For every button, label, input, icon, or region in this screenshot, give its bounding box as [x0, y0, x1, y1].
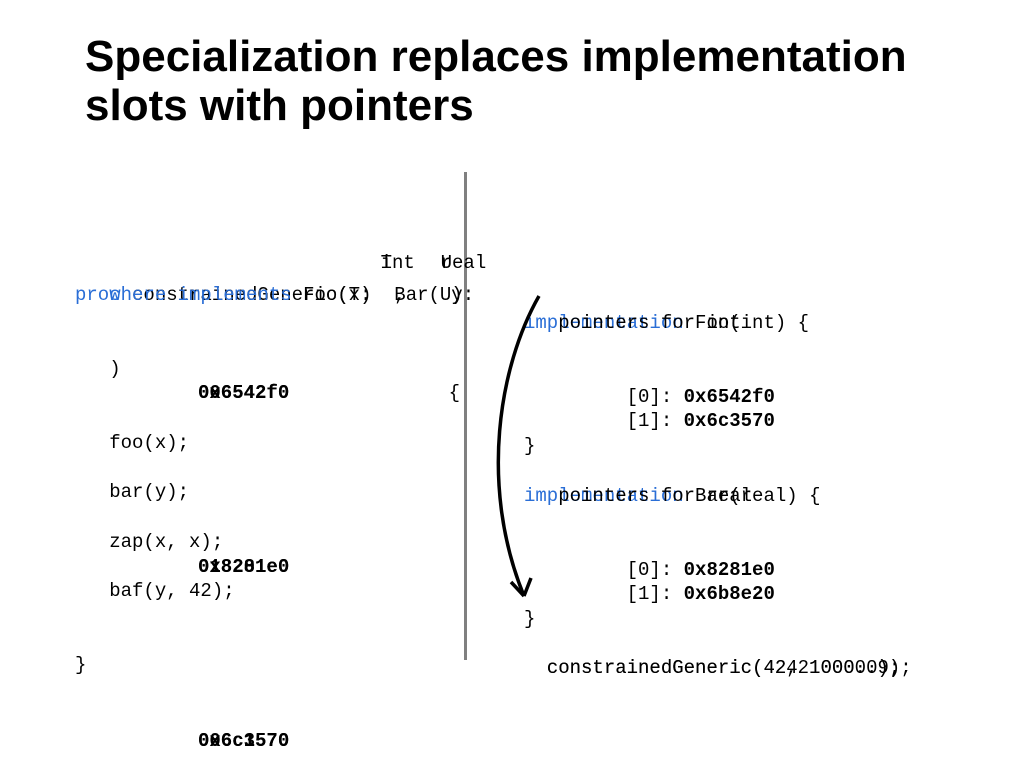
- r-bar-b: pointers for real: [558, 485, 752, 507]
- sig-tail: ): [75, 358, 121, 380]
- r-hex-bar-1: 0x6b8e20: [684, 583, 775, 605]
- body-close: }: [75, 654, 86, 676]
- left-code-column: proc constrainedGeneric(x: , y: where im…: [75, 258, 460, 678]
- r-close-foo: }: [524, 435, 535, 457]
- right-code-column: implementation Foo(int) { pointers for i…: [524, 286, 984, 730]
- hex3-b: 0x6c3570: [198, 729, 289, 754]
- r-close-bar: }: [524, 608, 535, 630]
- vertical-divider: [464, 172, 467, 660]
- r-hex-bar-0: 0x8281e0: [684, 559, 775, 581]
- hex-line-1: 006542f0 0x6542f0: [198, 381, 266, 406]
- r-slot1-foo: [1]:: [524, 410, 684, 432]
- r-slot0-bar: [0]:: [524, 559, 684, 581]
- hex-line-3: 006c1570 0x6c3570: [198, 729, 266, 754]
- sig-bar: Bar(U): [394, 284, 462, 306]
- r-slot0-foo: [0]:: [524, 386, 684, 408]
- where-keyword: where implements: [109, 284, 291, 306]
- hex2-b: 0x8281e0: [198, 555, 289, 580]
- hex1-b: 0x6542f0: [198, 381, 289, 406]
- hex-line-2: 018201e0 0x8281e0: [198, 555, 266, 580]
- r-call-a: constrainedGeneric(42, 1000.0);: [547, 657, 900, 679]
- slide: Specialization replaces implementation s…: [0, 0, 1024, 768]
- slide-title: Specialization replaces implementation s…: [85, 32, 945, 131]
- r-hex-foo-1: 0x6c3570: [684, 410, 775, 432]
- r-slot1-bar: [1]:: [524, 583, 684, 605]
- hex-column: 006542f0 0x6542f0 018201e0 0x8281e0 006c…: [198, 332, 266, 768]
- sig-foo: Foo(T): [303, 284, 371, 306]
- body-foo: foo(x);: [75, 432, 189, 454]
- r-hex-foo-0: 0x6542f0: [684, 386, 775, 408]
- r-foo-b: pointers for int: [558, 312, 740, 334]
- body-bar: bar(y);: [75, 481, 189, 503]
